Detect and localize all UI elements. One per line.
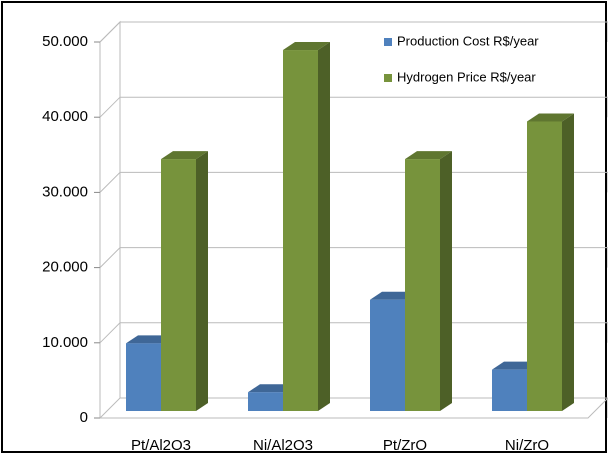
- bar-front: [161, 159, 196, 411]
- bar-front: [492, 369, 527, 411]
- bar-side: [196, 151, 208, 411]
- legend-label: Hydrogen Price R$/year: [397, 69, 536, 84]
- bar-front: [405, 159, 440, 411]
- bar-top: [405, 151, 452, 160]
- grid-line: [99, 247, 608, 268]
- bar-side: [562, 113, 574, 411]
- y-tick-label: 40.000: [42, 108, 88, 125]
- bar-side: [318, 42, 330, 411]
- floor: [100, 397, 608, 419]
- bar: [283, 42, 330, 411]
- y-tick-label: 20.000: [42, 259, 88, 276]
- grid-line: [99, 21, 608, 43]
- y-tick-label: 30.000: [42, 183, 88, 200]
- bar: [405, 151, 452, 411]
- bar-front: [248, 392, 283, 411]
- y-tick-label: 10.000: [42, 334, 88, 351]
- y-tick-label: 0: [80, 409, 88, 426]
- bar-front: [283, 50, 318, 411]
- x-tick-label: Ni/ZrO: [505, 437, 549, 454]
- bar: [527, 113, 574, 411]
- x-tick-label: Pt/ZrO: [383, 437, 427, 454]
- bar-front: [126, 343, 161, 411]
- bar-side: [440, 151, 452, 411]
- x-tick-label: Ni/Al2O3: [253, 437, 313, 454]
- grid-line: [99, 171, 608, 193]
- legend-swatch: [384, 38, 392, 46]
- bar: [161, 151, 208, 411]
- legend-swatch: [384, 74, 392, 82]
- bar-top: [283, 42, 330, 51]
- bar-front: [370, 299, 405, 411]
- y-tick-label: 50.000: [42, 33, 88, 50]
- legend-label: Production Cost R$/year: [397, 33, 539, 48]
- x-tick-label: Pt/Al2O3: [131, 437, 191, 454]
- grid-line: [99, 96, 608, 118]
- grid-line: [99, 397, 608, 419]
- grid-line: [99, 322, 608, 344]
- bar-top: [161, 151, 208, 160]
- bar-top: [527, 113, 574, 122]
- bar-front: [527, 121, 562, 411]
